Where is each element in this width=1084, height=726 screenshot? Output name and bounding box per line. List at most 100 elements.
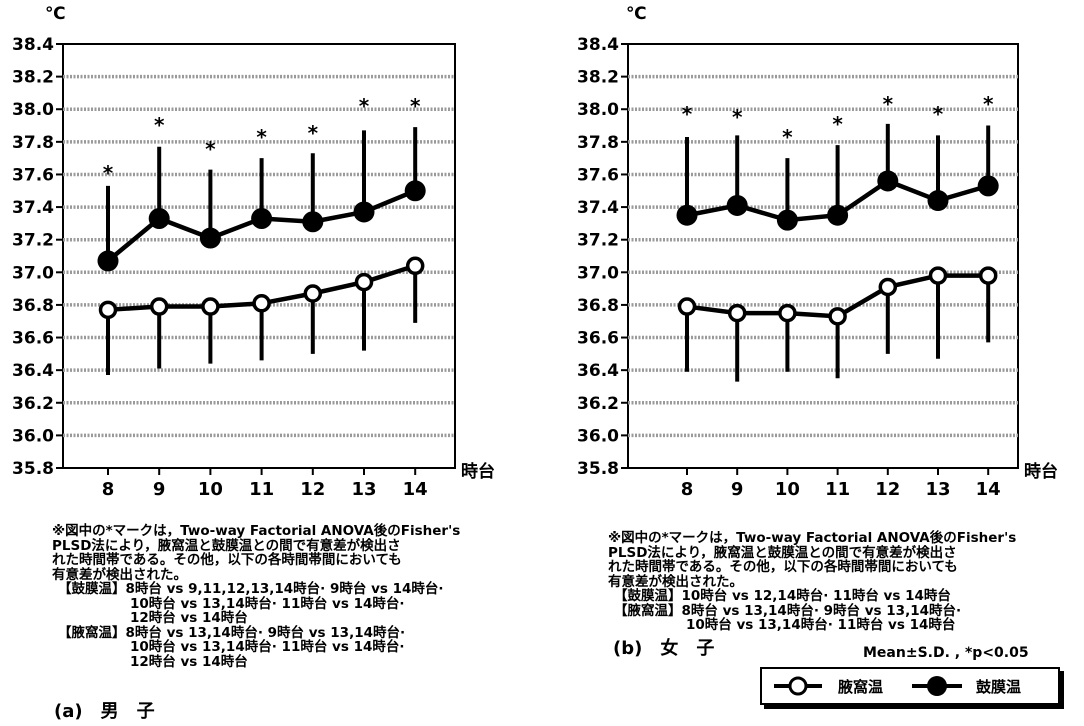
note-boys: ※図中の*マークは，Two-way Factorial ANOVA後のFishe…: [52, 524, 460, 669]
y-tick-label: 35.8: [577, 459, 619, 479]
x-tick-label: 14: [976, 479, 1001, 500]
y-unit-label: ℃: [626, 4, 647, 24]
panel-boys: ℃ 38.4 38.2 38.0 37.8 37.6 37.4 37.2 37.0 36.8 36…: [0, 0, 540, 726]
panel-caption-boys: (a) 男 子: [54, 701, 155, 722]
data-point-axillary: [727, 303, 747, 323]
y-tick-label: 38.4: [12, 35, 54, 55]
note-line: 【腋窩温】8時台 vs 13,14時台· 9時台 vs 13,14時台·: [58, 624, 406, 641]
panel-girls: ℃ 38.4 38.2 38.0 37.8 37.6 37.4 37.2 37.0 36.8 36…: [565, 0, 1084, 726]
data-point-tympanic: [726, 194, 748, 216]
panel-caption-girls: (b) 女 子: [613, 638, 715, 659]
note-line: 【腋窩温】8時台 vs 13,14時台· 9時台 vs 13,14時台·: [614, 602, 962, 619]
note-line: PLSD法により，腋窩温と鼓膜温との間で有意差が検出さ: [608, 544, 957, 561]
x-tick-label: 12: [300, 479, 325, 500]
y-tick-label: 36.0: [12, 426, 54, 446]
chart-boys: 38.4 38.2 38.0 37.8 37.6 37.4 37.2 37.0 36.8 36.6…: [12, 35, 495, 500]
chart-girls: 38.4 38.2 38.0 37.8 37.6 37.4 37.2 37.0 36.8 36.6…: [577, 35, 1058, 500]
y-tick-label: 36.0: [577, 426, 619, 446]
significance-mark: *: [359, 94, 370, 118]
data-point-tympanic: [827, 204, 849, 226]
x-axis-label: 時台: [461, 461, 495, 482]
legend-open-circle-icon: [788, 676, 808, 696]
x-tick-label: 13: [351, 479, 376, 500]
significance-mark: *: [410, 94, 421, 118]
mean-sd-label: Mean±S.D. , *p<0.05: [863, 645, 1029, 661]
plot-frame: [62, 43, 456, 469]
legend-label-tympanic: 鼓膜温: [976, 678, 1022, 696]
x-tick-label: 11: [249, 479, 274, 500]
y-tick-label: 38.0: [577, 100, 619, 120]
data-point-axillary: [878, 277, 898, 297]
y-tick-label: 36.2: [577, 394, 619, 414]
x-axis-label: 時台: [1024, 461, 1058, 482]
y-tick-label: 37.8: [577, 133, 619, 153]
note-line: ※図中の*マークは，Two-way Factorial ANOVA後のFishe…: [52, 523, 461, 539]
significance-mark: *: [933, 102, 944, 126]
significance-mark: *: [256, 125, 267, 149]
data-point-tympanic: [199, 227, 221, 249]
y-tick-label: 37.0: [577, 263, 619, 283]
data-point-axillary: [252, 294, 271, 313]
significance-mark: *: [682, 102, 693, 126]
y-tick-label: 37.4: [577, 198, 619, 218]
y-tick-label: 36.6: [577, 329, 619, 349]
data-point-tympanic: [676, 204, 698, 226]
y-tick-label: 36.6: [12, 329, 54, 349]
data-point-axillary: [405, 256, 425, 276]
legend-markers: [774, 676, 962, 696]
note-line: 有意差が検出された。: [52, 566, 187, 583]
y-tick-label: 37.4: [12, 198, 54, 218]
data-point-axillary: [677, 297, 697, 316]
data-point-axillary: [201, 297, 220, 316]
data-point-tympanic: [977, 175, 999, 197]
x-tick-label: 11: [825, 479, 850, 500]
y-tick-label: 38.2: [12, 68, 54, 88]
y-tick-label: 38.4: [577, 35, 619, 55]
data-point-tympanic: [404, 180, 426, 202]
note-line: 【鼓膜温】10時台 vs 12,14時台· 11時台 vs 14時台: [614, 588, 951, 604]
significance-mark: *: [983, 92, 994, 116]
y-unit-label: ℃: [45, 4, 66, 24]
data-point-tympanic: [927, 190, 949, 212]
x-tick-label: 14: [403, 479, 428, 500]
note-line: 有意差が検出された。: [608, 573, 743, 590]
note-line: れた時間帯である。その他，以下の各時間帯間においても: [608, 559, 958, 575]
y-tick-label: 38.0: [12, 100, 54, 120]
data-point-axillary: [778, 303, 797, 323]
legend-label-axillary: 腋窩温: [838, 678, 884, 696]
significance-mark: *: [732, 105, 743, 129]
y-tick-label: 37.6: [12, 165, 54, 185]
x-tick-label: 13: [925, 479, 950, 500]
data-point-axillary: [354, 272, 374, 292]
data-point-tympanic: [776, 209, 798, 231]
data-point-tympanic: [877, 170, 899, 192]
y-tick-label: 37.2: [577, 231, 619, 251]
note-line: PLSD法により，腋窩温と鼓膜温との間で有意差が検出さ: [52, 537, 401, 554]
data-point-tympanic: [251, 207, 273, 229]
x-tick-label: 10: [775, 479, 800, 500]
y-tick-label: 36.8: [12, 296, 54, 316]
note-line: れた時間帯である。その他，以下の各時間帯間においても: [52, 552, 402, 568]
legend: 腋窩温 鼓膜温: [760, 667, 1060, 705]
data-point-axillary: [828, 307, 847, 326]
y-tick-label: 36.4: [12, 361, 54, 381]
y-tick-label: 36.8: [577, 296, 619, 316]
note-line: 10時台 vs 13,14時台· 11時台 vs 14時台: [686, 617, 956, 633]
x-tick-label: 12: [875, 479, 900, 500]
data-point-axillary: [149, 297, 169, 316]
note-line: 12時台 vs 14時台: [130, 653, 248, 670]
significance-mark: *: [308, 121, 319, 145]
x-tick-label: 9: [731, 479, 744, 500]
y-tick-label: 35.8: [12, 459, 54, 479]
y-tick-label: 37.6: [577, 165, 619, 185]
x-tick-label: 10: [198, 479, 223, 500]
significance-mark: *: [782, 125, 793, 149]
data-point-tympanic: [97, 250, 119, 272]
significance-mark: *: [205, 137, 216, 161]
y-tick-label: 36.4: [577, 361, 619, 381]
note-line: 【鼓膜温】8時台 vs 9,11,12,13,14時台· 9時台 vs 14時台…: [58, 581, 444, 597]
plot-frame: [627, 43, 1019, 469]
x-tick-label: 8: [681, 479, 694, 500]
significance-mark: *: [883, 92, 894, 116]
y-tick-label: 37.2: [12, 231, 54, 251]
